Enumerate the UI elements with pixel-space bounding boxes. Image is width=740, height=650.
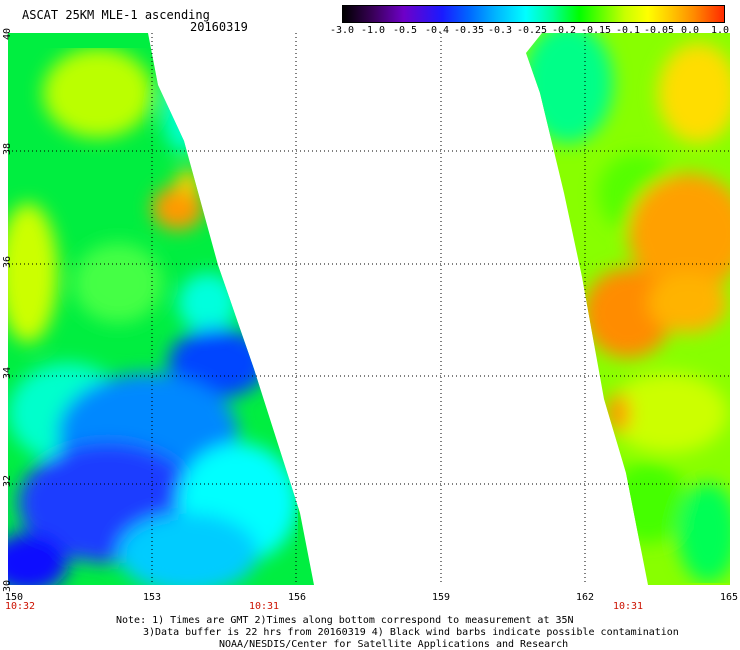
colorbar-tick: -0.3 [487,25,513,36]
time-label: 10:31 [248,601,280,612]
colorbar-tick: -1.0 [360,25,386,36]
lat-label: 38 [2,142,13,155]
lat-label: 32 [2,474,13,487]
colorbar-tick: -0.35 [453,25,485,36]
orange-patch [176,169,200,197]
colorbar-tick: -0.05 [643,25,675,36]
cyan-patch [178,273,238,333]
lat-label: 36 [2,255,13,268]
lon-label: 156 [287,592,307,603]
lat-label: 34 [2,366,13,379]
green-patch [678,483,730,583]
yellow-patch [658,43,730,143]
swath-map [8,33,730,585]
colorbar-tick: -0.1 [615,25,641,36]
lon-label: 159 [431,592,451,603]
orange-patch [628,173,730,293]
time-label: 10:31 [612,601,644,612]
lat-label: 30 [2,579,13,592]
orange-patch [152,186,204,230]
colorbar-tick: -0.5 [392,25,418,36]
right-swath [526,33,730,585]
lat-lon-grid [8,33,730,585]
map-title: ASCAT 25KM MLE-1 ascending [22,8,210,22]
cyan-patch [118,513,258,585]
color-scale-bar [342,5,725,23]
yellow-patch [608,373,728,453]
yellow-patch [8,203,58,343]
colorbar-tick: 1.0 [710,25,730,36]
blue-patch [8,533,68,585]
colorbar-tick: -0.15 [580,25,612,36]
green-patch [608,463,688,543]
cyan-patch [163,73,203,153]
lon-label: 153 [142,592,162,603]
lon-label: 150 [4,592,24,603]
footnote-line: Note: 1) Times are GMT 2)Times along bot… [116,615,574,626]
cyan-patch [526,33,613,143]
yellow-patch [43,48,153,138]
left-swath [8,33,314,585]
map-date: 20160319 [190,20,248,34]
blue-patch [168,328,268,398]
credit-line: NOAA/NESDIS/Center for Satellite Applica… [219,639,569,650]
colorbar-tick: -3.0 [329,25,355,36]
lat-label: 40 [2,27,13,40]
time-label: 10:32 [4,601,36,612]
lon-label: 165 [719,592,739,603]
orange-patch [583,268,673,358]
colorbar-tick: -0.2 [551,25,577,36]
orange-patch [648,273,728,333]
green-patch [73,243,163,323]
orange-patch [606,393,630,433]
colorbar-tick: -0.25 [516,25,548,36]
colorbar-tick: -0.4 [424,25,450,36]
footnote-line: 3)Data buffer is 22 hrs from 20160319 4)… [143,627,679,638]
colorbar-tick: 0.0 [680,25,700,36]
lon-label: 162 [575,592,595,603]
